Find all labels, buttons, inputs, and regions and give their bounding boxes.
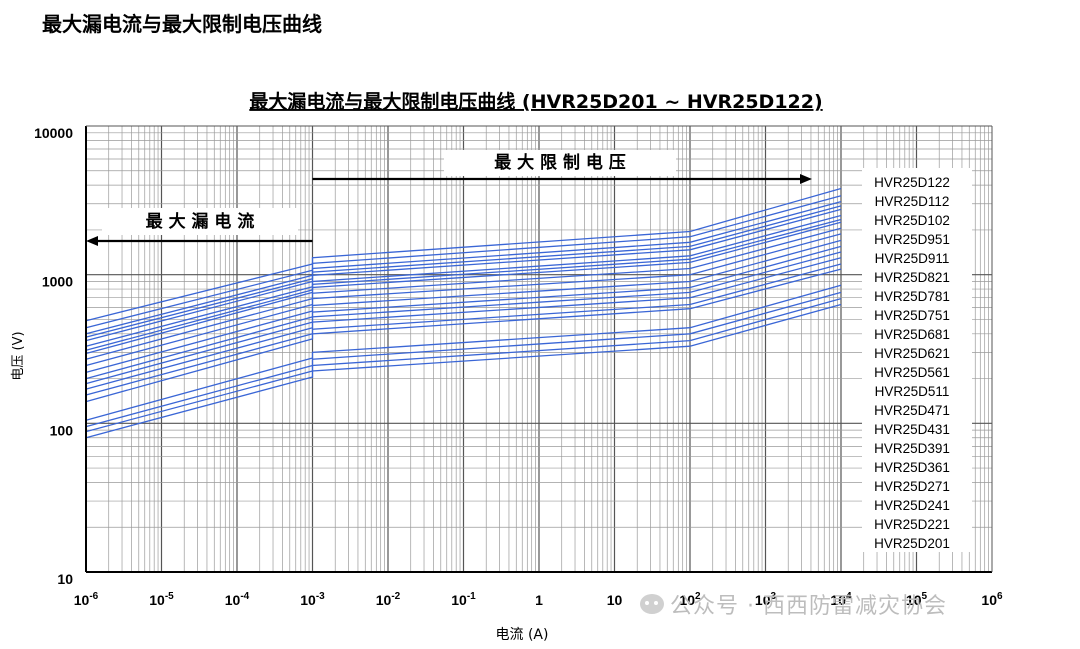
y-tick-label: 10 [57, 571, 73, 587]
series-line-HVR25D271 [85, 284, 842, 421]
series-line-HVR25D681 [85, 227, 842, 360]
leakage-arrow-head [86, 236, 98, 246]
watermark-text: 公众号 · 西西防雷减灾协会 [670, 594, 947, 619]
region-annotations: 最 大 限 制 电 压 最 大 漏 电 流 [86, 150, 812, 246]
legend-entry: HVR25D781 [874, 289, 950, 304]
series-line-HVR25D112 [85, 195, 842, 329]
leakage-region-label: 最 大 漏 电 流 [146, 211, 255, 232]
series-line-HVR25D621 [85, 233, 842, 367]
x-tick-label: 102 [679, 591, 701, 608]
legend-entry: HVR25D391 [874, 441, 950, 456]
chart-title: 最大漏电流与最大限制电压曲线 (HVR25D201 ~ HVR25D122) [249, 90, 822, 113]
series-line-HVR25D391 [85, 263, 842, 396]
series-line-HVR25D122 [85, 187, 842, 322]
clamping-region-label: 最 大 限 制 电 压 [494, 152, 626, 173]
legend-entry: HVR25D431 [874, 422, 950, 437]
legend-entry: HVR25D221 [874, 517, 950, 532]
legend-entry: HVR25D102 [874, 213, 950, 228]
legend-entry: HVR25D621 [874, 346, 950, 361]
legend-entry: HVR25D911 [875, 251, 950, 266]
x-tick-label: 106 [981, 591, 1003, 608]
legend-entry: HVR25D122 [874, 175, 950, 190]
series-line-HVR25D431 [85, 257, 842, 390]
y-tick-labels: 10 100 1000 10000 [34, 125, 73, 587]
watermark: 公众号 · 西西防雷减灾协会 [640, 588, 947, 620]
legend-entry: HVR25D681 [874, 327, 950, 342]
wechat-icon [640, 594, 664, 614]
series-line-HVR25D361 [85, 268, 842, 403]
y-tick-label: 100 [50, 422, 74, 438]
chart-axes [85, 125, 993, 573]
y-tick-label: 10000 [34, 125, 73, 141]
clamping-label-bg [444, 150, 676, 176]
series-line-HVR25D201 [85, 303, 842, 439]
series-line-HVR25D241 [85, 291, 842, 428]
x-tick-label: 10-5 [149, 591, 174, 608]
x-axis-label: 电流 (A) [496, 627, 549, 643]
series-line-HVR25D781 [85, 218, 842, 351]
x-tick-label: 10-1 [451, 591, 476, 608]
x-tick-label: 10-6 [74, 591, 99, 608]
clamping-arrow-head [800, 174, 812, 184]
leakage-label-bg [102, 208, 298, 235]
legend-entry: HVR25D471 [874, 403, 950, 418]
page-title: 最大漏电流与最大限制电压曲线 [42, 12, 322, 36]
series-line-HVR25D911 [85, 208, 842, 342]
legend-entry: HVR25D241 [874, 498, 950, 513]
x-tick-label: 10-4 [225, 591, 250, 608]
legend-entry: HVR25D201 [874, 536, 950, 551]
x-tick-labels: 10-6 10-5 10-4 10-3 10-2 10-1 1 10 102 103 104 105 1… [74, 591, 1003, 608]
y-axis-label: 电压 (V) [11, 331, 26, 380]
legend-entry: HVR25D361 [874, 460, 950, 475]
series-line-HVR25D511 [85, 245, 842, 380]
legend-entry: HVR25D271 [874, 479, 950, 494]
x-tick-label: 103 [755, 591, 777, 608]
legend-entry: HVR25D821 [874, 270, 950, 285]
series-line-HVR25D471 [85, 251, 842, 385]
x-tick-label: 10 [607, 592, 623, 608]
legend-entry: HVR25D511 [875, 384, 950, 399]
legend-box [862, 168, 972, 552]
legend-entry: HVR25D951 [874, 232, 950, 247]
series-line-HVR25D751 [85, 221, 842, 355]
chart-legend: HVR25D122 HVR25D112 HVR25D102 HVR25D951 HVR2… [862, 168, 972, 552]
chart-series [85, 187, 842, 439]
series-line-HVR25D821 [85, 214, 842, 347]
x-tick-label: 1 [535, 592, 543, 608]
x-tick-label: 10-2 [376, 591, 401, 608]
series-line-HVR25D102 [85, 200, 842, 335]
series-line-HVR25D561 [85, 239, 842, 374]
series-line-HVR25D951 [85, 205, 842, 338]
series-line-HVR25D221 [85, 297, 842, 433]
legend-entry: HVR25D561 [874, 365, 950, 380]
y-tick-label: 1000 [42, 274, 73, 290]
legend-entry: HVR25D112 [875, 194, 950, 209]
x-tick-label: 105 [906, 591, 928, 608]
x-tick-label: 10-3 [300, 591, 325, 608]
chart-grid [85, 126, 992, 573]
legend-entry: HVR25D751 [874, 308, 950, 323]
x-tick-label: 104 [830, 591, 852, 608]
